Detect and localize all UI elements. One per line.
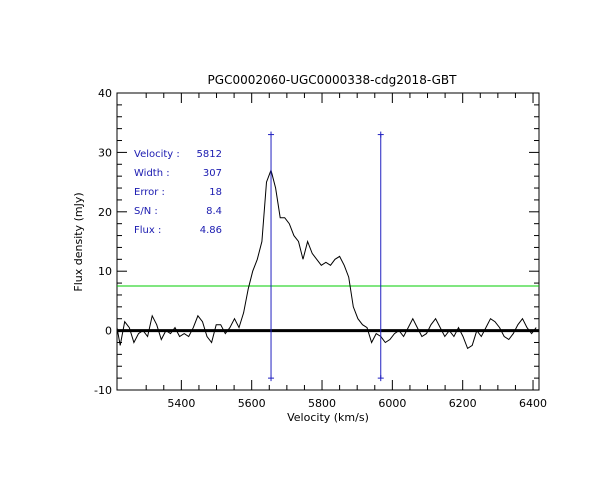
x-tick-label: 6000: [378, 397, 406, 410]
x-tick-label: 6400: [519, 397, 547, 410]
annotation-value: 5812: [197, 149, 222, 160]
annotation-value: 307: [203, 168, 222, 179]
x-tick-label: 5400: [167, 397, 195, 410]
spectrum-line: [116, 168, 537, 350]
x-tick-label: 5600: [238, 397, 266, 410]
plot-area: 5400 5600 5800 6000 6200 6400 -10 0 10 20 30 40 Velo…: [94, 87, 547, 410]
y-tick-label: 10: [98, 265, 112, 278]
x-tick-label: 6200: [449, 397, 477, 410]
x-axis-label: Velocity (km/s): [287, 411, 369, 424]
annotation-value: 8.4: [206, 206, 222, 217]
annotation-label: Error :: [134, 187, 165, 198]
y-tick-label: 0: [105, 325, 112, 338]
annotation-label: Width :: [134, 168, 170, 179]
annotation-value: 4.86: [200, 225, 222, 236]
y-tick-label: 20: [98, 206, 112, 219]
annotation-label: Velocity :: [134, 149, 180, 160]
annotation-value: 18: [209, 187, 222, 198]
y-tick-label: 40: [98, 87, 112, 100]
y-axis-label: Flux density (mJy): [72, 192, 85, 291]
y-tick-label: -10: [94, 384, 112, 397]
y-tick-label: 30: [98, 146, 112, 159]
annotation-label: S/N :: [134, 206, 158, 217]
annotation-label: Flux :: [134, 225, 161, 236]
plot-frame: [116, 92, 540, 391]
chart-title: PGC0002060-UGC0000338-cdg2018-GBT: [208, 73, 458, 87]
x-tick-label: 5800: [308, 397, 336, 410]
